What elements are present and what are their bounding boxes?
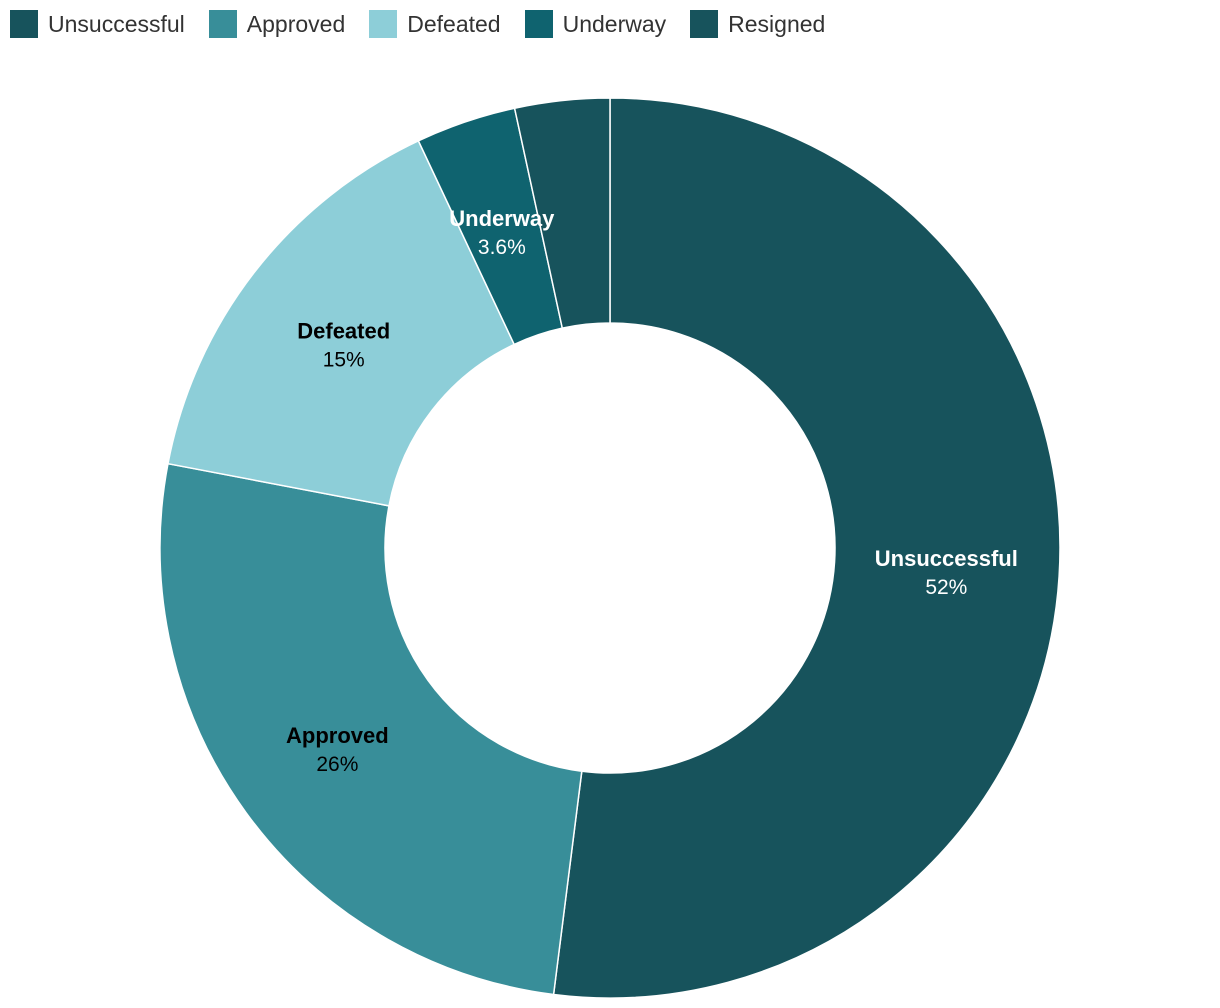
- slice-value-underway: 3.6%: [478, 236, 526, 259]
- slice-label-underway: Underway: [449, 206, 555, 231]
- slice-approved[interactable]: [159, 462, 583, 996]
- legend-label: Defeated: [407, 10, 501, 37]
- donut-slices: [159, 97, 1061, 999]
- slice-labels: Unsuccessful 52% Approved 26% Defeated 15% Und…: [286, 206, 1018, 776]
- slice-label-approved: Approved: [286, 723, 389, 748]
- legend-item-approved[interactable]: Approved: [208, 10, 346, 38]
- legend-swatch: [10, 10, 38, 38]
- legend-swatch: [524, 10, 553, 38]
- slice-label-unsuccessful: Unsuccessful: [875, 546, 1018, 571]
- slice-unsuccessful[interactable]: [552, 97, 1061, 999]
- slice-value-defeated: 15%: [323, 348, 365, 371]
- slice-value-unsuccessful: 52%: [925, 576, 967, 599]
- slice-defeated[interactable]: [167, 139, 516, 507]
- legend-label: Resigned: [728, 10, 826, 37]
- chart-legend: Unsuccessful Approved Defeated Underway Resi…: [10, 8, 849, 40]
- legend-item-resigned[interactable]: Resigned: [690, 10, 825, 38]
- slice-label-defeated: Defeated: [297, 318, 390, 343]
- legend-swatch: [690, 10, 719, 38]
- legend-item-underway[interactable]: Underway: [524, 10, 667, 38]
- legend-item-unsuccessful[interactable]: Unsuccessful: [10, 10, 185, 38]
- slice-resigned[interactable]: [513, 97, 611, 330]
- legend-item-defeated[interactable]: Defeated: [369, 10, 501, 38]
- legend-swatch: [208, 10, 237, 38]
- legend-label: Unsuccessful: [48, 10, 185, 37]
- legend-label: Approved: [246, 10, 346, 37]
- legend-swatch: [369, 10, 398, 38]
- legend-label: Underway: [562, 10, 667, 37]
- slice-value-approved: 26%: [316, 753, 358, 776]
